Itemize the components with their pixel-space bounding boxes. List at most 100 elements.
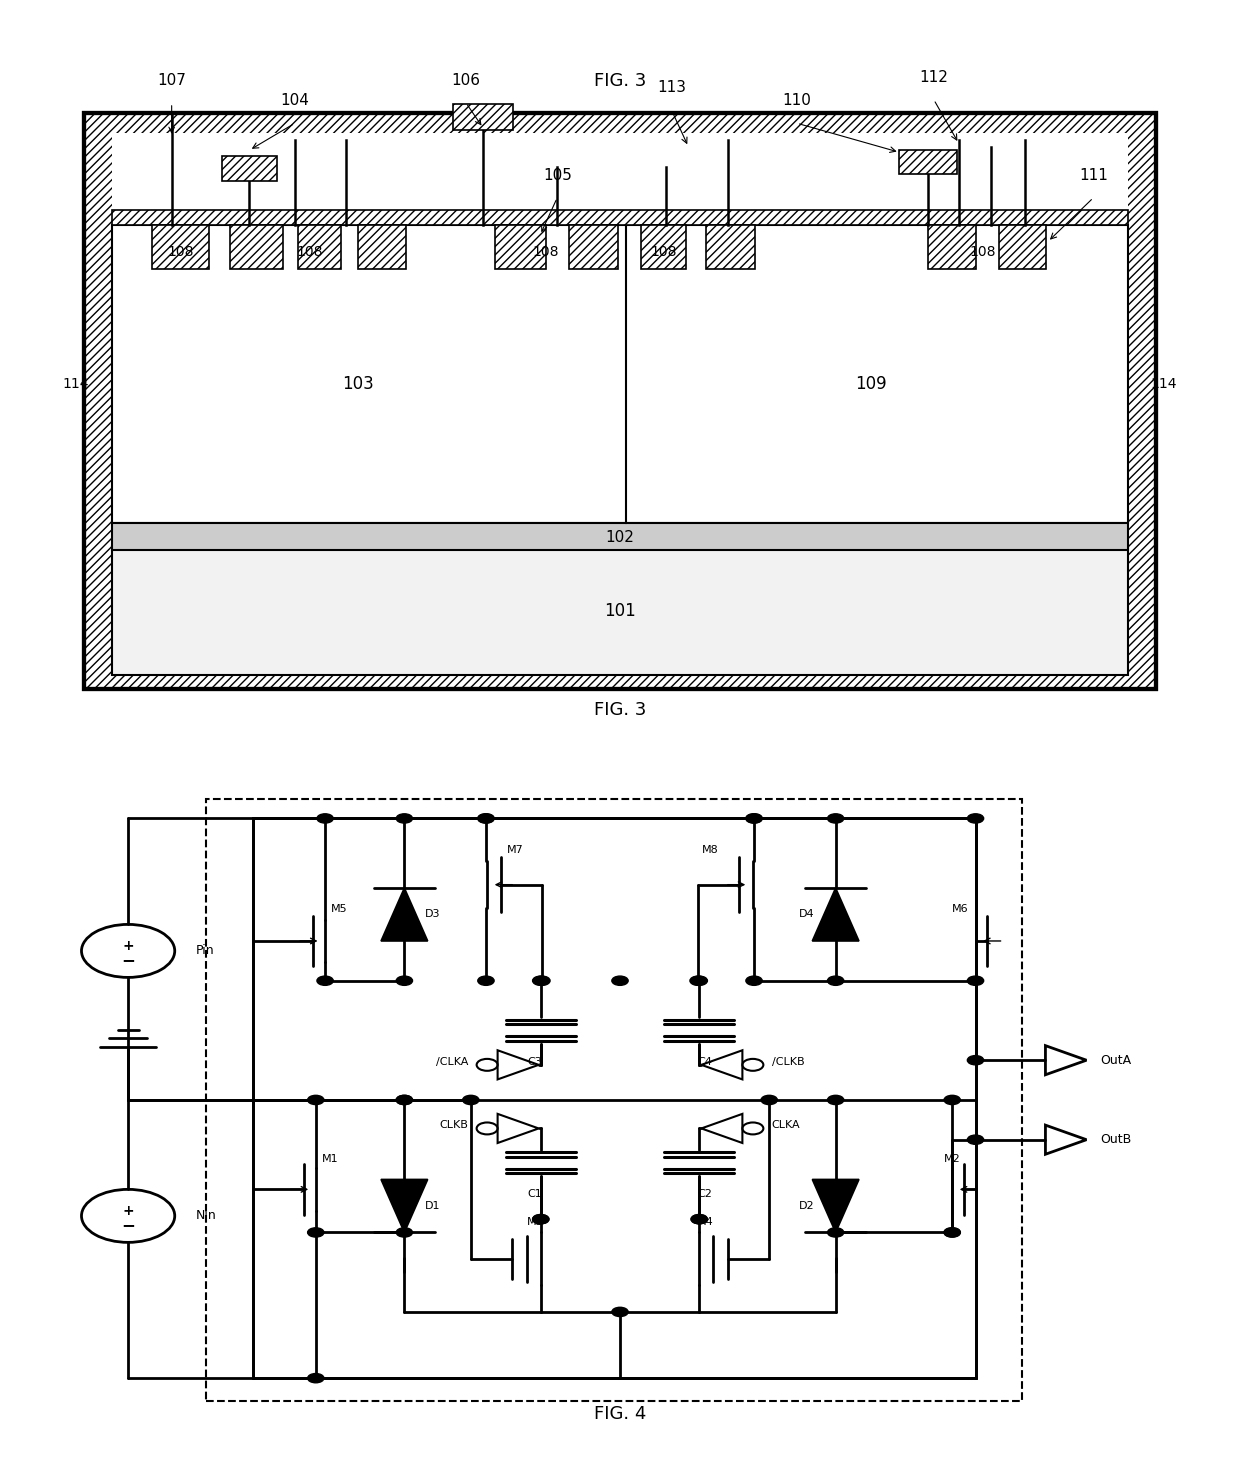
Text: OutB: OutB [1100, 1133, 1132, 1147]
Text: 108: 108 [167, 244, 193, 259]
Circle shape [308, 1095, 324, 1104]
Text: FIG. 3: FIG. 3 [594, 701, 646, 720]
Text: 112: 112 [919, 69, 949, 84]
Text: 104: 104 [280, 93, 309, 109]
Text: C1: C1 [527, 1189, 542, 1200]
Circle shape [746, 814, 763, 823]
Circle shape [827, 1095, 843, 1104]
Bar [113, 523, 1127, 551]
Text: M5: M5 [331, 904, 347, 914]
Text: 106: 106 [451, 74, 480, 88]
Bar [495, 225, 546, 269]
Text: M2: M2 [944, 1154, 961, 1164]
Text: D2: D2 [799, 1201, 815, 1211]
Circle shape [691, 1214, 707, 1223]
Circle shape [967, 1055, 983, 1064]
Circle shape [827, 814, 843, 823]
Text: 105: 105 [543, 168, 572, 183]
Circle shape [308, 1373, 324, 1382]
Circle shape [944, 1095, 960, 1104]
Circle shape [533, 976, 551, 985]
Text: 109: 109 [856, 375, 887, 393]
Circle shape [827, 976, 843, 985]
Bar [113, 210, 1127, 225]
Text: 108: 108 [970, 244, 996, 259]
Bar [229, 225, 284, 269]
Circle shape [967, 814, 983, 823]
Bar [928, 225, 976, 269]
Text: /CLKB: /CLKB [771, 1057, 805, 1067]
Text: 108: 108 [296, 244, 322, 259]
Bar [153, 225, 210, 269]
Circle shape [746, 814, 763, 823]
Circle shape [397, 1095, 413, 1104]
Polygon shape [381, 1179, 428, 1232]
Text: M1: M1 [321, 1154, 339, 1164]
Text: CLKA: CLKA [771, 1120, 800, 1130]
Bar [357, 225, 405, 269]
Text: +: + [123, 939, 134, 952]
Text: C4: C4 [698, 1057, 713, 1067]
Bar [206, 798, 1022, 1401]
Circle shape [317, 814, 334, 823]
Circle shape [827, 1228, 843, 1236]
Circle shape [397, 976, 413, 985]
Text: 114: 114 [1151, 377, 1178, 392]
Circle shape [532, 1214, 549, 1223]
Circle shape [761, 1095, 777, 1104]
Text: D4: D4 [799, 910, 815, 920]
Text: M3: M3 [527, 1217, 543, 1228]
Circle shape [944, 1228, 960, 1236]
Text: 113: 113 [657, 79, 686, 94]
Polygon shape [381, 888, 428, 941]
Text: Pin: Pin [196, 945, 215, 957]
Circle shape [967, 976, 983, 985]
Bar [113, 225, 1127, 523]
Text: CLKB: CLKB [440, 1120, 469, 1130]
Bar [113, 546, 1127, 676]
Bar [454, 105, 513, 130]
Text: D3: D3 [425, 910, 441, 920]
Text: M8: M8 [702, 845, 718, 855]
Bar [899, 150, 956, 174]
Circle shape [611, 976, 629, 985]
Bar [253, 818, 976, 1378]
Circle shape [611, 1307, 629, 1316]
Text: 108: 108 [650, 244, 677, 259]
Circle shape [532, 1214, 549, 1223]
Text: Nin: Nin [196, 1210, 217, 1222]
Circle shape [317, 976, 334, 985]
Circle shape [308, 1228, 324, 1236]
Circle shape [477, 976, 494, 985]
Text: M7: M7 [507, 845, 523, 855]
Bar [84, 113, 1156, 689]
Text: 110: 110 [782, 93, 811, 109]
Circle shape [691, 976, 707, 985]
Circle shape [397, 814, 413, 823]
Circle shape [477, 814, 494, 823]
Bar [299, 225, 341, 269]
Circle shape [746, 976, 763, 985]
Text: M4: M4 [697, 1217, 713, 1228]
Text: 107: 107 [157, 74, 186, 88]
Circle shape [532, 976, 549, 985]
Text: 101: 101 [604, 602, 636, 620]
Bar [998, 225, 1045, 269]
Circle shape [691, 1214, 707, 1223]
Bar [569, 225, 618, 269]
Bar [641, 225, 686, 269]
Circle shape [477, 814, 494, 823]
Circle shape [689, 976, 707, 985]
Circle shape [463, 1095, 479, 1104]
Text: 103: 103 [342, 375, 373, 393]
Text: −: − [122, 1216, 135, 1234]
Polygon shape [812, 888, 859, 941]
Text: C2: C2 [698, 1189, 713, 1200]
Circle shape [944, 1228, 960, 1236]
Text: M6: M6 [952, 904, 968, 914]
Circle shape [397, 1095, 413, 1104]
Text: OutA: OutA [1100, 1054, 1132, 1067]
Text: −: − [122, 951, 135, 969]
Bar [706, 225, 755, 269]
Circle shape [397, 1228, 413, 1236]
